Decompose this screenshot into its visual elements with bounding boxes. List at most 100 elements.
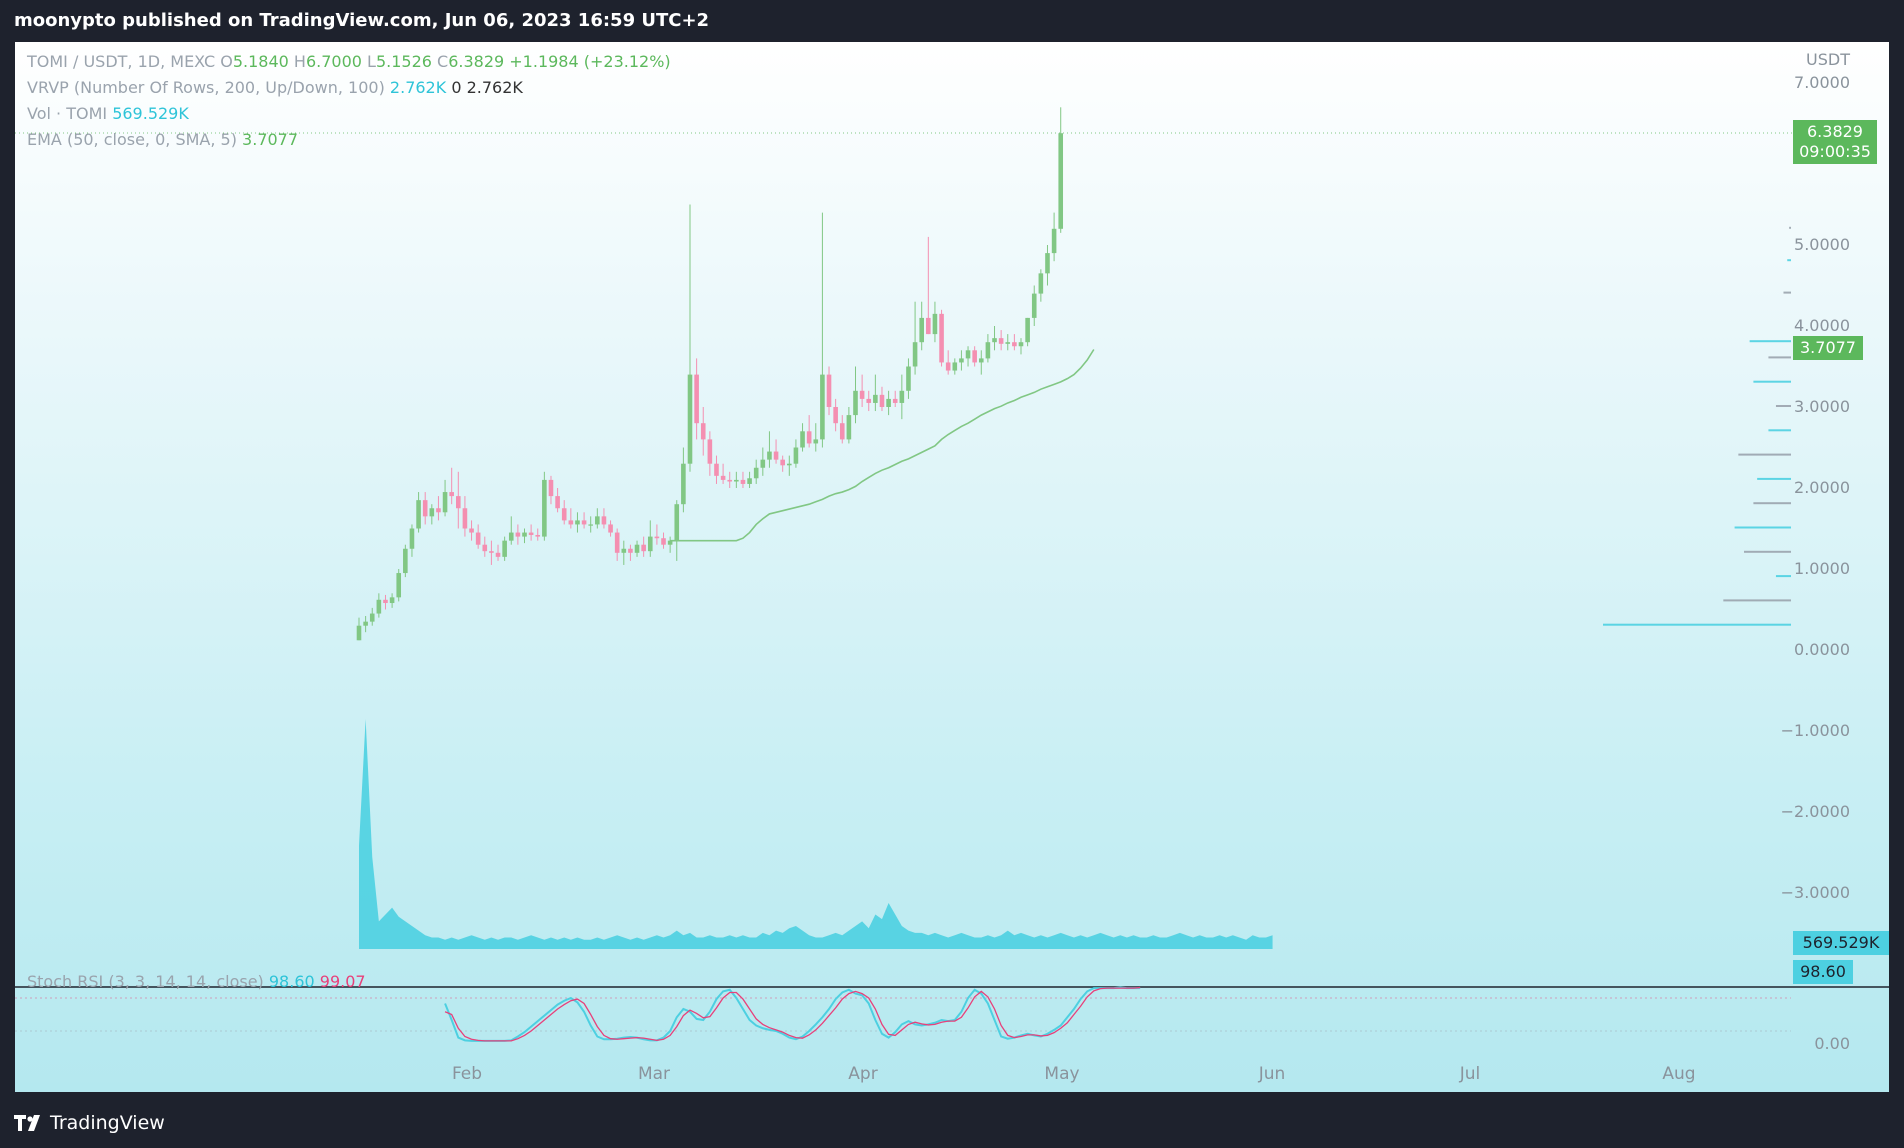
candle-down — [694, 374, 699, 424]
candle-up — [681, 463, 686, 505]
price-tick-label: 4.0000 — [1794, 316, 1850, 335]
candle-down — [700, 423, 706, 440]
candle-up — [919, 317, 924, 343]
candle-up — [674, 504, 680, 541]
candle-up — [389, 597, 395, 604]
candle-down — [998, 338, 1004, 344]
ema-price-tag: 3.7077 — [1793, 336, 1863, 360]
candle-down — [535, 534, 541, 537]
candle-down — [548, 479, 554, 497]
candle-down — [839, 423, 845, 440]
candle-up — [1031, 293, 1037, 318]
candle-down — [568, 520, 574, 525]
candle-down — [806, 431, 812, 444]
candle-down — [740, 479, 746, 484]
open-value: 5.1840 — [232, 52, 289, 71]
candle-up — [442, 492, 448, 513]
candle-down — [826, 374, 832, 407]
volume-profile-bar — [1768, 429, 1791, 432]
vrvp-label[interactable]: VRVP (Number Of Rows, 200, Up/Down, 100) — [27, 78, 385, 97]
candle-up — [1058, 133, 1064, 229]
candle-down — [641, 544, 646, 552]
price-tick-label: 0.0000 — [1794, 640, 1850, 659]
candle-up — [853, 390, 858, 416]
time-tick-label: Feb — [451, 1064, 483, 1084]
published-text: moonypto published on TradingView.com, J… — [14, 10, 710, 31]
volume-label[interactable]: Vol · TOMI — [27, 104, 108, 123]
candle-down — [436, 508, 441, 513]
stoch-axis-tick: 0.00 — [1814, 1034, 1850, 1053]
candle-up — [886, 398, 891, 407]
candle-down — [661, 538, 666, 545]
volume-legend: Vol · TOMI 569.529K — [27, 104, 189, 123]
stoch-k-value: 98.60 — [268, 972, 315, 991]
volume-tag-value: 569.529K — [1802, 933, 1880, 952]
volume-profile-bar — [1787, 259, 1791, 262]
price-tick-label: 3.0000 — [1794, 397, 1850, 416]
candle-down — [462, 508, 468, 529]
last-price-tag: 6.3829 09:00:35 — [1793, 120, 1877, 164]
candle-up — [1025, 317, 1030, 343]
candle-up — [767, 451, 772, 460]
candle-up — [952, 362, 958, 371]
close-label: C — [437, 52, 449, 71]
volume-profile-bar — [1753, 380, 1791, 383]
stoch-label[interactable]: Stoch RSI (3, 3, 14, 14, close) — [27, 972, 264, 991]
ema-label[interactable]: EMA (50, close, 0, SMA, 5) — [27, 130, 237, 149]
tradingview-logo-icon[interactable] — [14, 1115, 44, 1131]
stoch-tag-value: 98.60 — [1800, 962, 1846, 981]
chart-panel[interactable]: TOMI / USDT, 1D, MEXC O5.1840 H6.7000 L5… — [15, 42, 1889, 1092]
candle-up — [965, 350, 971, 359]
candle-down — [866, 398, 872, 403]
candle-up — [1018, 342, 1024, 347]
chart-canvas[interactable] — [15, 42, 1889, 1092]
price-tick-label: 1.0000 — [1794, 559, 1850, 578]
candle-down — [528, 532, 534, 535]
volume-profile-bar — [1744, 550, 1791, 553]
vrvp-up: 2.762K — [389, 78, 447, 97]
candle-down — [383, 599, 388, 604]
candle-up — [508, 532, 514, 541]
volume-profile-bar — [1603, 623, 1791, 626]
volume-profile-bar — [1723, 599, 1791, 602]
candle-down — [555, 496, 560, 509]
candle-down — [515, 532, 521, 537]
close-value: 6.3829 — [448, 52, 505, 71]
candle-up — [846, 415, 852, 440]
candle-down — [926, 317, 931, 335]
candle-up — [734, 479, 739, 482]
last-price-value: 6.3829 — [1807, 122, 1863, 141]
candle-down — [422, 500, 428, 517]
candle-down — [833, 407, 838, 424]
time-tick-label: Aug — [1662, 1064, 1696, 1084]
candle-up — [376, 599, 382, 614]
candle-down — [727, 479, 733, 482]
time-tick-label: Jul — [1459, 1064, 1481, 1084]
candle-up — [667, 540, 673, 545]
symbol-name[interactable]: TOMI / USDT, 1D, MEXC — [27, 52, 216, 71]
candle-up — [588, 524, 593, 526]
brand-name[interactable]: TradingView — [50, 1112, 165, 1134]
ema-line — [670, 349, 1095, 542]
candle-up — [502, 540, 507, 557]
candle-down — [614, 532, 620, 553]
stoch-k-line — [444, 986, 1141, 1042]
candle-up — [1038, 273, 1044, 294]
candle-up — [899, 390, 905, 403]
candle-down — [892, 398, 898, 403]
candle-down — [449, 492, 454, 497]
high-label: H — [293, 52, 306, 71]
volume-value: 569.529K — [112, 104, 189, 123]
time-tick-label: May — [1044, 1064, 1080, 1084]
candle-down — [945, 362, 951, 371]
candle-up — [912, 342, 918, 367]
volume-area — [359, 719, 1273, 949]
ema-value: 3.7077 — [242, 130, 299, 149]
candle-up — [687, 374, 693, 464]
low-label: L — [367, 52, 376, 71]
candle-up — [429, 508, 435, 517]
symbol-legend: TOMI / USDT, 1D, MEXC O5.1840 H6.7000 L5… — [27, 52, 671, 71]
candle-down — [780, 459, 785, 466]
time-tick-label: Jun — [1258, 1064, 1286, 1084]
candle-up — [647, 536, 653, 552]
